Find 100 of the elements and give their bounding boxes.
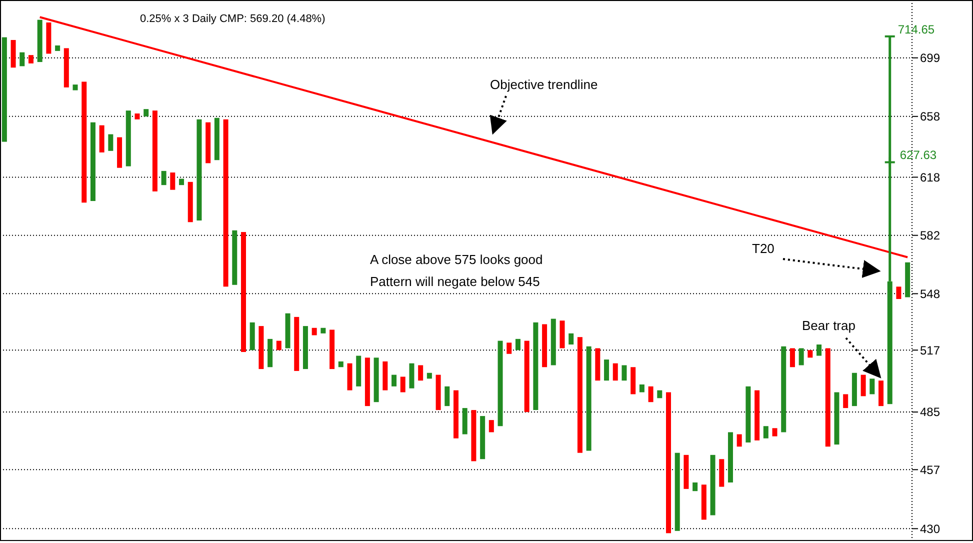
bar [462,408,468,434]
bar [568,333,574,345]
bar [498,340,503,426]
y-tick-label: 457 [920,462,940,477]
bar [612,363,618,381]
bar [843,394,848,408]
bar [515,338,520,350]
y-tick-label: 517 [920,343,940,358]
bar [834,392,840,445]
bar [666,392,672,534]
bar [134,113,140,120]
bar [356,356,362,386]
bar [240,232,246,352]
bar [488,420,494,432]
bar [196,119,202,220]
bar [896,286,902,300]
bar [364,358,370,406]
bar [374,358,379,402]
bar [728,432,733,482]
bar [870,378,875,394]
bar [99,125,104,152]
bar [674,452,680,531]
bar [657,390,662,398]
annotation: Pattern will negate below 545 [370,274,540,289]
bar [444,386,450,406]
bar [170,172,176,190]
bar [37,20,42,62]
bar [825,348,830,447]
bar [436,374,441,410]
bar [719,459,724,487]
bar [878,380,884,406]
bar [524,340,530,412]
bar [330,330,335,370]
y-tick-label: 699 [920,51,940,66]
bar [639,384,644,392]
bar [550,318,556,366]
bar [426,372,432,379]
annotation: 627.63 [900,148,937,162]
bar [144,109,149,116]
bar [72,84,78,90]
bar [188,182,193,222]
bar [10,40,16,68]
bar [338,361,344,368]
bar [161,170,166,186]
bar [276,340,282,350]
bar [736,434,742,447]
bar [781,346,786,432]
y-tick-label: 548 [920,286,940,301]
bar [533,322,538,410]
bar [223,119,228,287]
annotation: Bear trap [802,318,856,333]
text: 0.25% x 3 Daily CMP: 569.20 (4.48%) [140,13,326,25]
annotation: A close above 575 looks good [370,252,543,267]
bar [20,52,25,66]
bar [232,230,238,285]
y-tick-label: 618 [920,170,940,184]
bar [560,320,565,348]
bar [648,386,654,402]
bar [586,346,592,451]
bar [409,363,414,388]
bar [347,363,352,390]
bar [790,348,795,368]
bar [117,137,122,168]
bar [622,365,627,381]
bar [268,338,273,368]
bar [471,410,476,462]
bar [294,316,300,371]
bar [400,376,406,392]
bar [480,416,486,460]
bar [82,82,87,203]
bar [206,122,211,164]
bar [302,326,308,370]
y-tick-label: 658 [920,110,940,124]
bar [64,48,69,88]
bar [860,374,866,396]
bar [684,454,689,489]
bar [46,22,52,54]
y-tick-label: 430 [920,522,940,536]
bar [816,344,822,356]
annotation: 714.65 [898,22,935,36]
bar [179,178,184,186]
bar [90,122,96,202]
bar [312,328,317,336]
bar [604,360,610,381]
bar [285,313,290,348]
bar [55,45,60,51]
bar [214,118,220,160]
bar [772,428,778,436]
bar [28,55,34,64]
bar [754,390,760,440]
bar [746,386,751,442]
bar [577,337,582,453]
bar [710,454,716,516]
bar [108,134,114,151]
bar [692,482,698,492]
bar [808,350,813,358]
bar [454,390,458,438]
bar [595,348,600,381]
bar [382,361,388,390]
bar [258,326,264,370]
